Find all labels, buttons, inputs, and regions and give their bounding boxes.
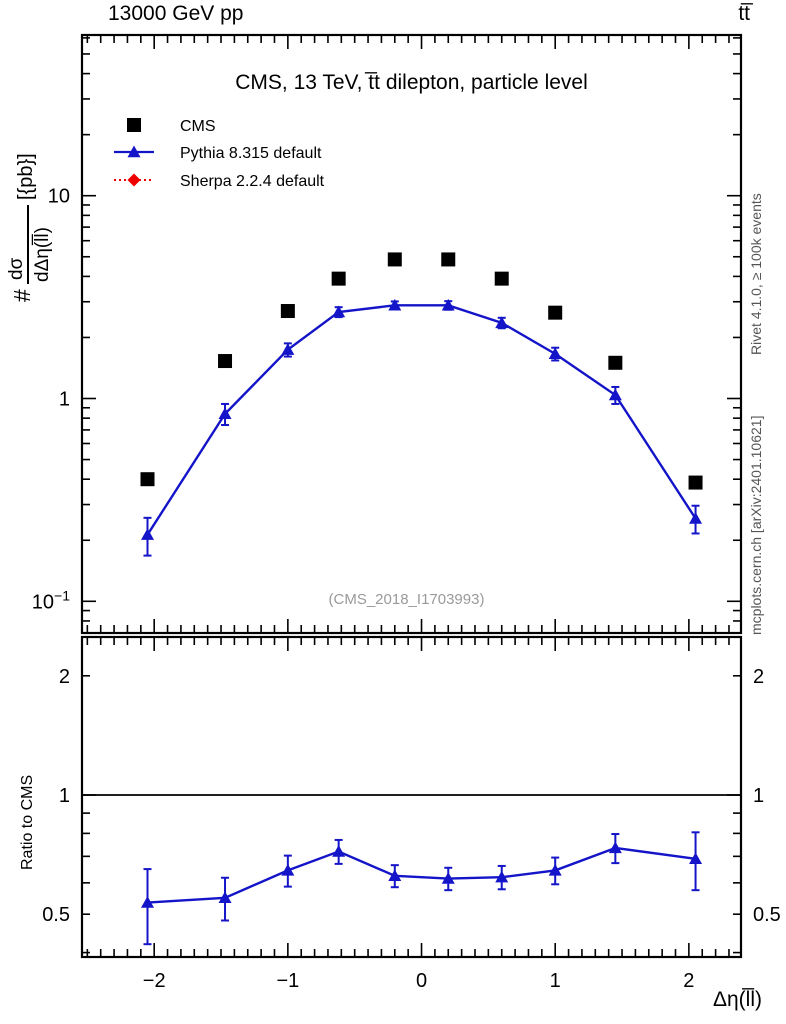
cms-data-point	[441, 252, 456, 267]
ratio-ytick-label-right: 0.5	[753, 904, 781, 926]
main-ylabel: # dσ dΔη(l̅l) [{pb}]	[0, 30, 80, 310]
dataset-watermark: (CMS_2018_I1703993)	[329, 591, 485, 608]
mcplots-source-text: mcplots.cern.ch [arXiv:2401.10621]	[748, 416, 764, 635]
ratio-data-point	[218, 891, 232, 904]
ratio-data-point	[548, 863, 562, 876]
ratio-data-point	[140, 896, 154, 908]
ratio-ytick-label: 1	[59, 785, 70, 807]
ylabel-hash: #	[9, 289, 35, 302]
legend-label-2: Sherpa 2.2.4 default	[180, 173, 325, 190]
pythia-data-point	[332, 305, 346, 318]
rivet-version-text: Rivet 4.1.0, ≥ 100k events	[748, 193, 764, 355]
ratio-ytick-label-right: 2	[753, 666, 764, 688]
ylabel-unit: [{pb}]	[15, 153, 37, 200]
ylabel-numerator: dσ	[6, 257, 27, 280]
header-right-label: tt̅	[738, 2, 750, 25]
pythia-data-point	[281, 343, 295, 355]
xtick-label: 0	[416, 970, 427, 992]
legend-marker-diamond	[127, 173, 141, 187]
ylabel-denominator: dΔη(l̅l)	[32, 227, 53, 282]
legend-marker-square	[127, 118, 141, 132]
xtick-label: 2	[683, 970, 694, 992]
ratio-data-point	[495, 870, 509, 883]
main-ytick-label: 10−1	[32, 587, 70, 613]
ratio-data-point	[689, 852, 703, 865]
header-left-label: 13000 GeV pp	[108, 2, 244, 25]
pythia-data-point	[218, 407, 232, 420]
ratio-ytick-label: 0.5	[42, 904, 70, 926]
ratio-ylabel: Ratio to CMS	[14, 720, 38, 880]
ratio-data-point	[608, 841, 622, 854]
pythia-data-point	[140, 528, 154, 540]
cms-data-point	[387, 252, 402, 267]
ratio-ylabel-text: Ratio to CMS	[19, 775, 36, 870]
cms-data-point	[218, 354, 233, 369]
ratio-data-point	[441, 872, 455, 884]
pythia-data-point	[441, 298, 455, 311]
cms-data-point	[548, 305, 563, 320]
legend-label-0: CMS	[180, 118, 216, 135]
pythia-data-point	[388, 298, 402, 311]
pythia-data-point	[689, 512, 703, 524]
ratio-data-point	[388, 869, 402, 882]
cms-data-point	[331, 271, 346, 286]
ratio-panel-frame	[80, 635, 743, 959]
ratio-ytick-label: 2	[59, 666, 70, 688]
xtick-label: 1	[550, 970, 561, 992]
pythia-data-point	[548, 347, 562, 360]
ratio-ytick-label-right: 1	[753, 785, 764, 807]
main-ytick-label: 1	[59, 389, 70, 411]
cms-data-point	[140, 472, 155, 487]
mcplots-source-label: mcplots.cern.ch [arXiv:2401.10621]	[744, 350, 766, 640]
cms-data-point	[688, 475, 703, 490]
legend-marker-triangle	[127, 145, 141, 158]
xtick-label: −1	[276, 970, 299, 992]
main-panel-frame	[80, 33, 743, 635]
cms-data-point	[608, 355, 623, 370]
cms-data-point	[494, 271, 509, 286]
pythia-line	[146, 304, 697, 536]
pythia-data-point	[608, 388, 622, 401]
xtick-label: −2	[143, 970, 166, 992]
cms-data-point	[280, 304, 295, 319]
xaxis-label: Δη(l̅l)	[712, 988, 762, 1011]
rivet-version-label: Rivet 4.1.0, ≥ 100k events	[744, 30, 766, 360]
chart-title: CMS, 13 TeV, t̅t dilepton, particle leve…	[235, 71, 588, 94]
ratio-data-point	[332, 844, 346, 857]
main-ytick-label: 10	[48, 186, 70, 208]
ratio-line	[147, 846, 696, 904]
ratio-data-point	[281, 863, 295, 876]
pythia-data-point	[495, 316, 509, 329]
legend-label-1: Pythia 8.315 default	[180, 145, 322, 162]
